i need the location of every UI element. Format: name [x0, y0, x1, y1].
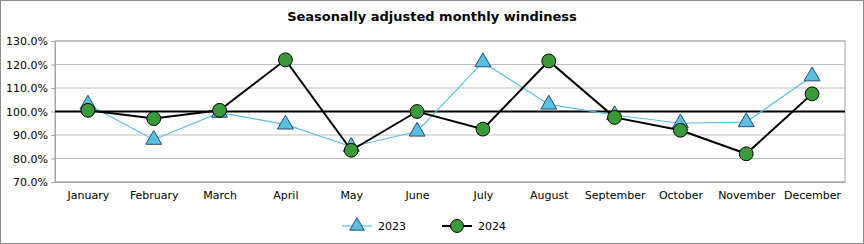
legend-item: 2023 — [342, 218, 406, 233]
tick-label: September — [585, 189, 646, 202]
grid-line — [55, 64, 845, 65]
legend-label: 2023 — [378, 220, 406, 233]
title: Seasonally adjusted monthly windiness — [287, 9, 577, 24]
marker — [146, 130, 162, 144]
tick-label: October — [659, 189, 703, 202]
x-axis: January February March April May June July Augu… — [56, 182, 846, 202]
tick: July — [473, 182, 494, 202]
grid-line — [55, 111, 845, 112]
tick: August — [530, 182, 569, 202]
tick: 70.0% — [13, 176, 55, 189]
tick: December — [784, 182, 842, 202]
tick: 120.0% — [6, 59, 55, 72]
tick: February — [130, 182, 179, 202]
series-markers — [81, 53, 819, 161]
legend-marker — [451, 220, 464, 233]
marker — [212, 103, 228, 117]
grid-line — [55, 158, 845, 159]
marker — [805, 87, 819, 101]
marker — [279, 53, 293, 67]
chart-frame — [1, 1, 864, 244]
marker — [674, 123, 688, 137]
tick-label: August — [530, 189, 569, 202]
marker — [542, 54, 556, 68]
legend: 2023 2024 — [342, 218, 506, 233]
grid-line — [55, 88, 845, 89]
plot-area — [55, 53, 845, 161]
axis-line — [51, 42, 56, 183]
tick: January — [67, 182, 110, 202]
tick-label: March — [203, 189, 237, 202]
tick: 80.0% — [13, 153, 55, 166]
marker — [541, 95, 557, 109]
grid-line — [55, 135, 845, 136]
tick: September — [585, 182, 646, 202]
marker — [475, 53, 491, 67]
tick: June — [405, 182, 430, 202]
tick-label: May — [340, 189, 363, 202]
marker — [277, 115, 293, 129]
series-line — [88, 62, 812, 147]
tick: November — [718, 182, 776, 202]
legend-marker — [350, 218, 364, 230]
tick-label: July — [473, 189, 494, 202]
marker — [410, 105, 424, 119]
marker — [213, 103, 227, 117]
marker — [608, 110, 622, 124]
marker — [409, 122, 425, 136]
tick: 130.0% — [6, 35, 55, 48]
tick: May — [340, 182, 363, 202]
tick-label: December — [784, 189, 842, 202]
legend-label: 2024 — [478, 220, 506, 233]
tick-label: January — [67, 189, 110, 202]
marker — [739, 147, 753, 161]
grid — [55, 41, 845, 182]
tick-label: 120.0% — [6, 59, 48, 72]
tick-mark — [51, 135, 55, 136]
reference-line — [55, 111, 845, 113]
tick: 90.0% — [13, 129, 55, 142]
tick: 110.0% — [6, 82, 55, 95]
tick-mark — [51, 159, 55, 160]
tick-label: November — [718, 189, 776, 202]
tick-label: April — [273, 189, 298, 202]
marker — [81, 103, 95, 117]
chart: Seasonally adjusted monthly windiness 70.… — [0, 0, 864, 244]
tick: October — [659, 182, 703, 202]
tick-mark — [51, 112, 55, 113]
tick-label: 100.0% — [6, 106, 48, 119]
tick: 100.0% — [6, 106, 55, 119]
y-axis: 70.0% 80.0% 90.0% 100.0% 110.0% 120.0% 130.0% — [6, 35, 55, 189]
tick-label: 80.0% — [13, 153, 48, 166]
tick-label: 110.0% — [6, 82, 48, 95]
marker — [738, 113, 754, 127]
series-line — [88, 60, 812, 154]
marker — [476, 122, 490, 136]
marker — [344, 143, 358, 157]
tick-label: February — [130, 189, 179, 202]
tick-mark — [51, 182, 55, 183]
axis-line — [56, 182, 846, 183]
tick-label: 130.0% — [6, 35, 48, 48]
series-markers — [80, 53, 820, 151]
plot-frame — [55, 41, 845, 182]
tick: April — [273, 182, 298, 202]
tick-label: 70.0% — [13, 176, 48, 189]
marker — [147, 112, 161, 126]
marker — [804, 67, 820, 81]
tick-mark — [51, 88, 55, 89]
tick-label: June — [405, 189, 430, 202]
tick: March — [203, 182, 237, 202]
tick-label: 90.0% — [13, 129, 48, 142]
legend-item: 2024 — [442, 220, 506, 233]
tick-mark — [51, 41, 55, 42]
tick-mark — [51, 65, 55, 66]
